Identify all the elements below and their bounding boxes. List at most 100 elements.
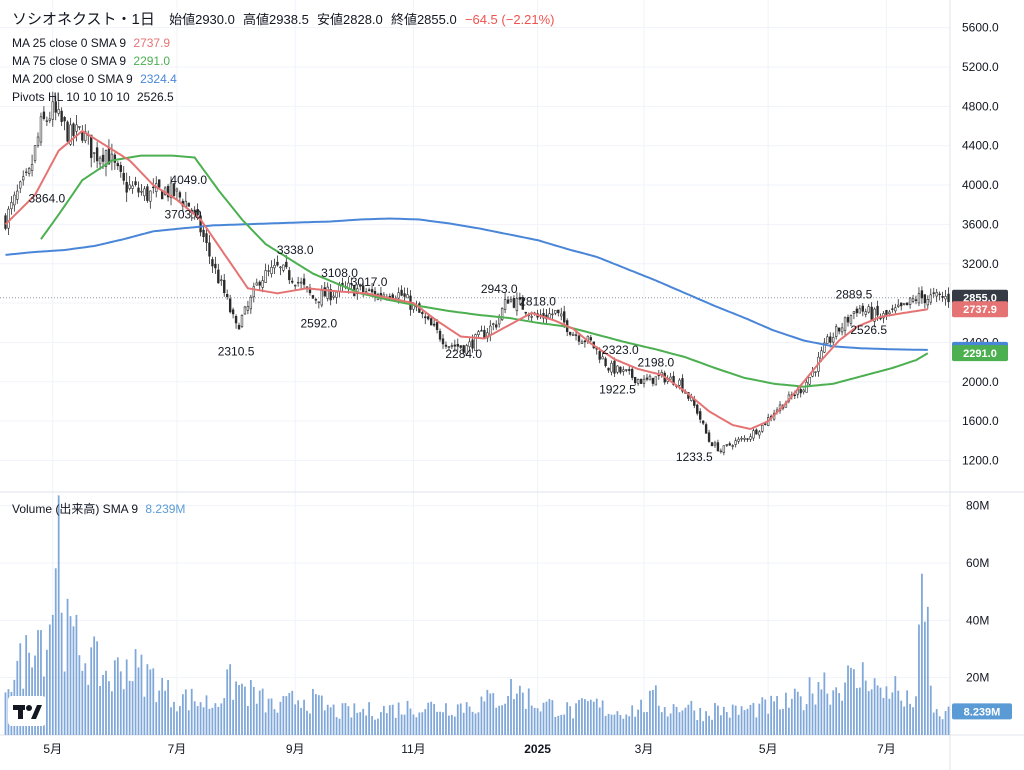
volume-bar xyxy=(785,692,787,735)
candle-body xyxy=(36,136,40,146)
candle-body xyxy=(551,313,554,316)
ohlc-high-label: 高値 xyxy=(243,12,270,27)
volume-bar xyxy=(450,714,453,735)
candle-body xyxy=(288,270,291,281)
candle-body xyxy=(935,292,938,297)
volume-bar xyxy=(761,697,764,735)
candle-body xyxy=(285,261,288,268)
volume-bar xyxy=(867,691,870,735)
volume-bar xyxy=(598,707,601,735)
indicator-ma75[interactable]: MA 75 close 0 SMA 9 2291.0 xyxy=(12,54,174,68)
candle-body xyxy=(580,341,584,344)
candle-body xyxy=(131,185,134,189)
candle-body xyxy=(424,316,427,319)
candle-body xyxy=(252,286,255,298)
volume-bar xyxy=(551,700,554,735)
candle-body xyxy=(633,376,637,384)
volume-bar xyxy=(196,706,199,735)
candle-body xyxy=(246,306,250,311)
volume-bar xyxy=(743,710,746,735)
volume-bar xyxy=(767,713,770,735)
volume-badge xyxy=(952,703,1012,720)
volume-bar xyxy=(545,701,548,735)
candle-body xyxy=(299,281,303,284)
volume-bar xyxy=(518,685,521,735)
volume-bar xyxy=(776,696,778,735)
volume-bar xyxy=(34,655,36,735)
candle-body xyxy=(122,172,125,181)
time-axis: 5月 7月 9月 11月 2025 3月 5月 7月 xyxy=(43,742,895,756)
indicator-pivots-label: Pivots HL 10 10 10 10 xyxy=(12,90,130,104)
volume-bar xyxy=(779,709,781,735)
volume-bar xyxy=(918,624,920,735)
volume-bar xyxy=(427,702,430,735)
candle-body xyxy=(465,345,468,355)
volume-bar xyxy=(592,701,595,735)
volume-bar xyxy=(111,691,113,735)
volume-bar xyxy=(465,702,468,735)
indicator-ma25[interactable]: MA 25 close 0 SMA 9 2737.9 xyxy=(12,36,174,50)
volume-bar xyxy=(456,704,459,735)
candle-body xyxy=(279,266,282,269)
volume-bar xyxy=(241,683,243,735)
volume-bar xyxy=(826,693,829,735)
volume-bar xyxy=(711,719,713,735)
volume-bar xyxy=(356,712,359,735)
volume-bar xyxy=(835,687,838,735)
candle-body xyxy=(24,171,28,174)
candle-body xyxy=(276,261,279,266)
candle-body xyxy=(81,131,84,141)
candle-body xyxy=(350,283,353,285)
candle-body xyxy=(900,302,903,307)
volume-bar xyxy=(652,689,654,735)
volume-bar xyxy=(282,695,285,735)
candle-body xyxy=(143,188,146,197)
candle-body xyxy=(574,334,578,336)
volume-bar xyxy=(817,682,820,735)
ma200-line xyxy=(5,217,928,351)
candle-body xyxy=(518,297,522,300)
volume-bar xyxy=(122,689,125,735)
symbol-title[interactable]: ソシオネクスト・1日 xyxy=(12,11,155,28)
volume-bar xyxy=(146,664,149,735)
candle-body xyxy=(920,290,924,299)
volume-bar xyxy=(941,719,944,735)
candle-body xyxy=(814,371,817,373)
candle-body xyxy=(160,190,164,200)
volume-bar xyxy=(380,712,382,735)
volume-bar xyxy=(164,690,167,735)
candle-body xyxy=(255,282,258,286)
candle-body xyxy=(876,305,879,316)
volume-bar xyxy=(170,707,172,735)
candle-body xyxy=(823,342,826,353)
candle-body xyxy=(72,123,75,136)
volume-bar xyxy=(793,688,796,735)
volume-bar xyxy=(501,705,504,735)
candle-body xyxy=(681,378,684,392)
candle-body xyxy=(95,147,99,162)
candle-body xyxy=(33,145,37,161)
volume-bar xyxy=(666,716,669,735)
volume-bar xyxy=(72,626,75,735)
volume-bar xyxy=(790,698,793,735)
candle-body xyxy=(554,310,557,314)
indicator-ma200[interactable]: MA 200 close 0 SMA 9 2324.4 xyxy=(12,72,181,86)
candle-body xyxy=(474,334,477,352)
indicator-pivots[interactable]: Pivots HL 10 10 10 10 2526.5 xyxy=(12,90,178,104)
candle-body xyxy=(193,209,196,213)
volume-legend[interactable]: Volume (出来高) SMA 9 8.239M xyxy=(12,500,189,517)
volume-bar xyxy=(90,647,93,735)
candle-body xyxy=(749,436,752,440)
candle-body xyxy=(48,118,52,121)
volume-bar xyxy=(873,678,876,735)
volume-tick-label: 80M xyxy=(966,499,989,513)
volume-bar xyxy=(217,706,220,735)
candle-body xyxy=(10,202,13,210)
volume-bar xyxy=(226,669,229,735)
volume-bar xyxy=(607,713,610,735)
volume-bar xyxy=(725,711,728,735)
candle-body xyxy=(734,440,737,445)
volume-bar xyxy=(796,691,799,735)
tradingview-logo-icon[interactable] xyxy=(8,696,46,726)
